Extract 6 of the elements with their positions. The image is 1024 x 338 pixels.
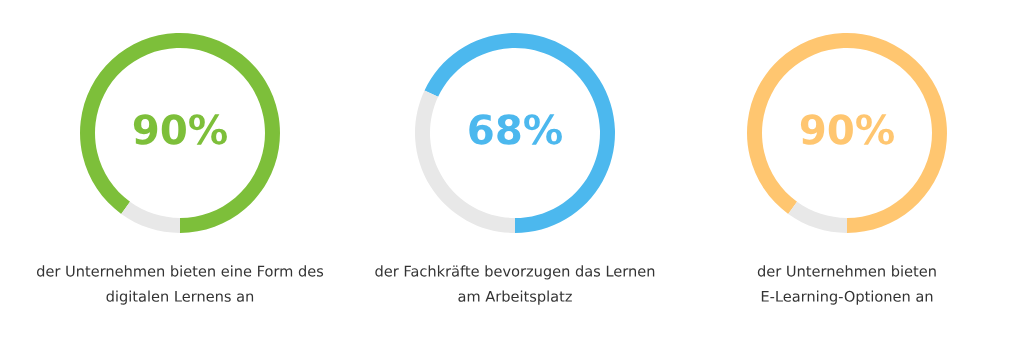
data-label: 90% xyxy=(133,114,227,145)
data-label: 90% xyxy=(800,114,894,145)
text: der Unternehmen bieten eine Form des digitalen Lernens an xyxy=(36,265,324,305)
text: der Fachkräfte bevorzugen das Lernen am Arbeitsplatz xyxy=(375,265,655,305)
data-label: 68% xyxy=(469,114,562,145)
text: der Unternehmen bieten E-Learning-Optionen an xyxy=(757,265,936,305)
